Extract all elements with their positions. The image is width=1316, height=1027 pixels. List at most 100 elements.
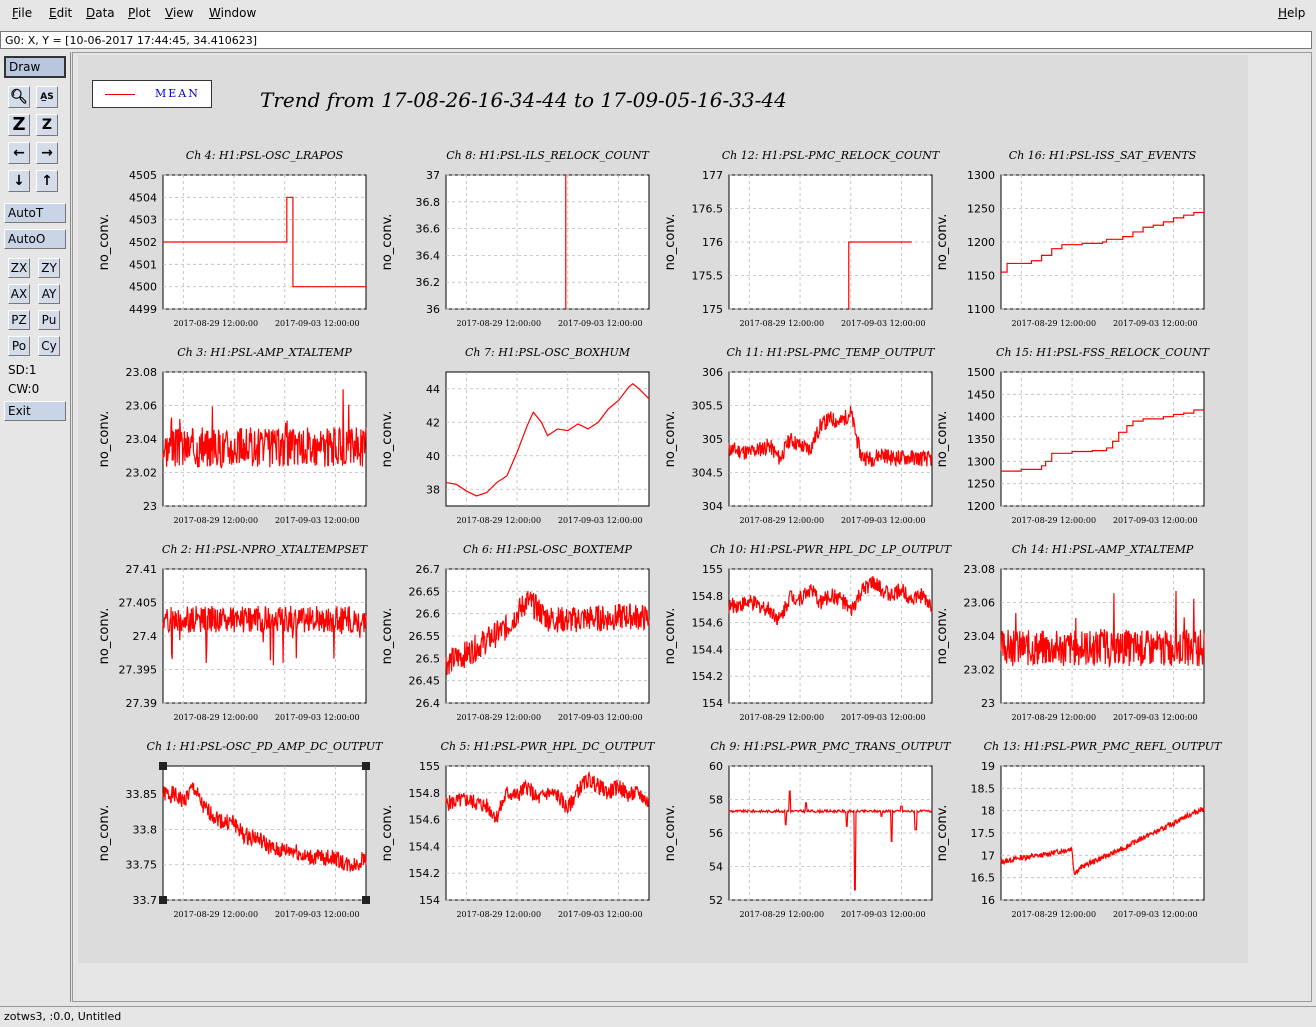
arrow-left-icon[interactable]: ← [8,142,30,164]
y-axis-label: no_conv. [935,608,950,665]
chart-6[interactable]: Ch 7: H1:PSL-OSC_BOXHUM 38 40 42 44 2017-08-2… [361,337,684,531]
x-tick-label: 2017-08-29 12:00:00 [739,910,824,919]
selection-handle[interactable] [362,762,370,770]
chart-14[interactable]: Ch 5: H1:PSL-PWR_HPL_DC_OUTPUT 154 154.2 15… [361,731,684,925]
exit-button[interactable]: Exit [4,401,66,421]
chart-2[interactable]: Ch 8: H1:PSL-ILS_RELOCK_COUNT 36 36.2 36.4 3… [361,140,684,334]
draw-button[interactable]: Draw [4,56,66,78]
zx-button[interactable]: ZX [8,258,30,278]
chart-16[interactable]: Ch 13: H1:PSL-PWR_PMC_REFL_OUTPUT 16 16.5 1… [916,731,1239,925]
x-tick-label: 2017-09-03 12:00:00 [275,319,360,328]
y-tick-label: 26.65 [409,585,441,598]
y-tick-label: 154 [419,894,440,907]
chart-13[interactable]: Ch 1: H1:PSL-OSC_PD_AMP_DC_OUTPUT 33.7 33.… [78,731,401,925]
selection-handle[interactable] [362,896,370,904]
plot-frame [162,765,367,901]
series-trace [1001,211,1204,273]
x-tick-label: 2017-09-03 12:00:00 [841,910,926,919]
chart-8[interactable]: Ch 15: H1:PSL-FSS_RELOCK_COUNT 1200 1250 13… [916,337,1239,531]
series-trace [1000,806,1205,876]
y-tick-label: 23.06 [126,400,158,413]
chart-title: Ch 10: H1:PSL-PWR_HPL_DC_LP_OUTPUT [710,543,953,556]
pz-button[interactable]: PZ [8,310,30,330]
menu-window[interactable]: Window [209,6,257,20]
x-tick-label: 2017-09-03 12:00:00 [1113,910,1198,919]
chart-title: Ch 11: H1:PSL-PMC_TEMP_OUTPUT [726,346,936,359]
x-tick-label: 2017-09-03 12:00:00 [841,516,926,525]
chart-11[interactable]: Ch 10: H1:PSL-PWR_HPL_DC_LP_OUTPUT 154 154… [644,534,967,728]
menu-help[interactable]: Help [1278,6,1306,20]
y-tick-label: 304.5 [692,467,724,480]
magnify-icon[interactable]: 🔍︎ [8,86,30,108]
selection-handle[interactable] [159,762,167,770]
chart-4[interactable]: Ch 16: H1:PSL-ISS_SAT_EVENTS 1100 1150 1200… [916,140,1239,334]
chart-title: Ch 8: H1:PSL-ILS_RELOCK_COUNT [446,149,650,162]
menu-data[interactable]: Data [86,6,115,20]
menu-plot[interactable]: Plot [128,6,151,20]
ay-button[interactable]: AY [38,284,60,304]
arrow-right-icon[interactable]: → [36,142,58,164]
chart-15[interactable]: Ch 9: H1:PSL-PWR_PMC_TRANS_OUTPUT 52 54 56 5… [644,731,967,925]
chart-7[interactable]: Ch 11: H1:PSL-PMC_TEMP_OUTPUT 304 304.5 305… [644,337,967,531]
y-tick-label: 4505 [129,169,157,182]
menu-view[interactable]: View [165,6,194,20]
chart-12[interactable]: Ch 14: H1:PSL-AMP_XTALTEMP 23 23.02 23.04 23… [916,534,1239,728]
x-tick-label: 2017-08-29 12:00:00 [456,713,541,722]
zoom-big-icon[interactable]: Z [8,114,30,136]
y-tick-label: 23 [143,500,157,513]
y-tick-label: 305 [702,433,723,446]
y-axis-label: no_conv. [380,411,395,468]
chart-5[interactable]: Ch 3: H1:PSL-AMP_XTALTEMP 23 23.02 23.04 23.… [78,337,401,531]
x-tick-label: 2017-09-03 12:00:00 [558,516,643,525]
autot-button[interactable]: AutoT [4,203,66,223]
y-tick-label: 19 [981,760,995,773]
y-tick-label: 26.45 [409,675,441,688]
chart-title: Ch 6: H1:PSL-OSC_BOXTEMP [463,543,632,556]
zoom-small-icon[interactable]: Z [36,114,58,136]
chart-1[interactable]: Ch 4: H1:PSL-OSC_LRAPOS 4499 4500 4501 4502 4… [78,140,401,334]
x-tick-label: 2017-09-03 12:00:00 [1113,516,1198,525]
y-tick-label: 23.04 [964,630,996,643]
y-tick-label: 1450 [967,388,995,401]
y-tick-label: 26.4 [416,697,441,710]
y-tick-label: 58 [709,794,723,807]
arrow-up-icon[interactable]: ↑ [36,170,58,192]
y-tick-label: 1250 [967,203,995,216]
po-button[interactable]: Po [8,336,30,356]
pu-button[interactable]: Pu [38,310,60,330]
chart-9[interactable]: Ch 2: H1:PSL-NPRO_XTALTEMPSET 27.39 27.395… [78,534,401,728]
text-style-icon[interactable]: A̲S [36,86,58,108]
series-trace [728,406,933,468]
y-tick-label: 1400 [967,411,995,424]
y-tick-label: 26.5 [416,652,441,665]
menu-bar: File Edit Data Plot View Window Help [0,0,1316,30]
y-tick-label: 155 [702,563,723,576]
menu-edit[interactable]: Edit [49,6,73,20]
y-tick-label: 36.4 [416,249,441,262]
y-axis-label: no_conv. [380,805,395,862]
y-tick-label: 305.5 [692,400,724,413]
y-axis-label: no_conv. [97,214,112,271]
chart-title: Ch 16: H1:PSL-ISS_SAT_EVENTS [1009,149,1197,162]
autoo-button[interactable]: AutoO [4,229,66,249]
chart-3[interactable]: Ch 12: H1:PSL-PMC_RELOCK_COUNT 175 175.5 17… [644,140,967,334]
y-tick-label: 177 [702,169,723,182]
arrow-down-icon[interactable]: ↓ [8,170,30,192]
series-trace [445,770,650,823]
x-tick-label: 2017-09-03 12:00:00 [1113,713,1198,722]
series-trace [1001,409,1204,472]
x-tick-label: 2017-08-29 12:00:00 [739,516,824,525]
series-trace [162,782,367,873]
selection-handle[interactable] [159,896,167,904]
menu-file[interactable]: File [12,6,33,20]
zy-button[interactable]: ZY [38,258,60,278]
y-tick-label: 27.39 [126,697,158,710]
ax-button[interactable]: AX [8,284,30,304]
y-axis-label: no_conv. [97,608,112,665]
y-tick-label: 27.395 [119,664,158,677]
cy-button[interactable]: Cy [38,336,60,356]
series-trace [445,590,650,676]
tool-sidebar: Draw 🔍︎ A̲S Z Z ← → ↓ ↑ AutoT AutoO ZX Z… [0,52,71,1002]
y-tick-label: 23 [981,697,995,710]
chart-10[interactable]: Ch 6: H1:PSL-OSC_BOXTEMP 26.4 26.45 26.5 26.… [361,534,684,728]
